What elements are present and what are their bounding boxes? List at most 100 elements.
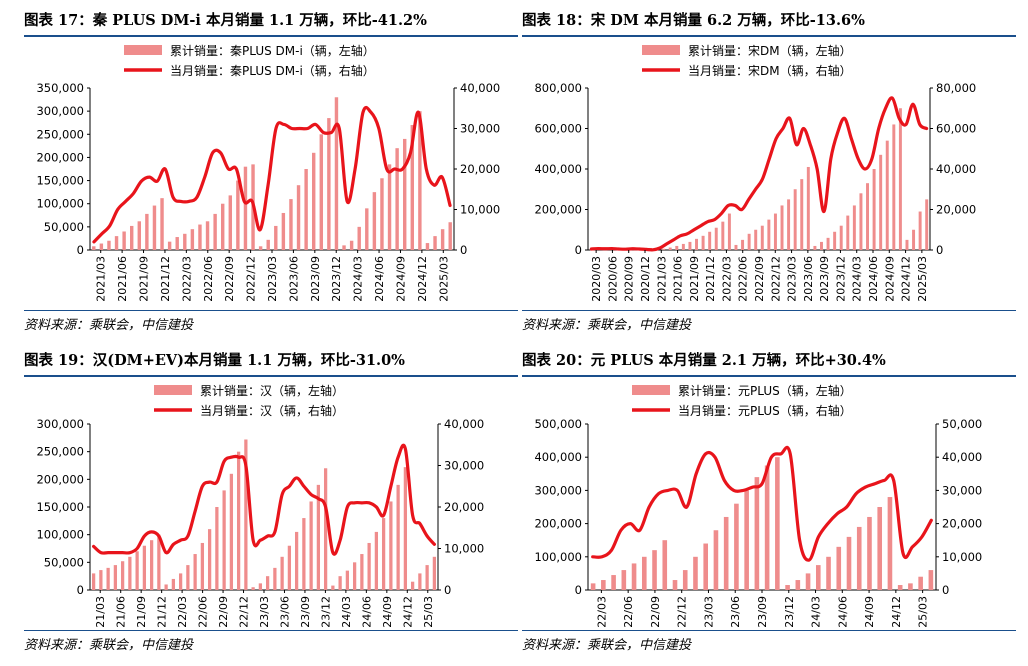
bar xyxy=(826,556,831,590)
bar xyxy=(713,530,719,590)
legend-bar-label: 累计销量：汉（辆，左轴） xyxy=(200,383,344,398)
bar xyxy=(135,551,139,590)
left-tick-label: 50,000 xyxy=(44,220,84,234)
bar xyxy=(258,246,263,250)
bar xyxy=(425,565,429,590)
legend-bar-label: 累计销量：宋DM（辆，左轴） xyxy=(688,43,852,58)
bar xyxy=(349,240,354,250)
bar xyxy=(273,567,277,590)
bar xyxy=(641,556,647,590)
bar xyxy=(323,468,328,590)
bar xyxy=(433,236,437,250)
series-line xyxy=(589,96,929,252)
x-tick-label: 2024/03 xyxy=(340,596,353,628)
bar xyxy=(780,205,784,250)
bar xyxy=(773,213,777,250)
bar xyxy=(867,516,872,590)
x-tick-label: 2023/03 xyxy=(258,596,271,628)
x-tick-label: 2022/09 xyxy=(649,596,662,628)
x-tick-label: 2023/09 xyxy=(756,596,769,628)
x-tick-label: 2022/06 xyxy=(197,596,210,628)
bar xyxy=(892,124,896,250)
bar xyxy=(213,213,217,250)
right-tick-label: 0 xyxy=(936,243,943,257)
x-tick-label: 2023/12 xyxy=(783,596,796,628)
legend-line-label: 当月销量：元PLUS（辆，右轴） xyxy=(678,403,852,418)
bar xyxy=(327,118,331,250)
x-tick-label: 2024/09 xyxy=(381,596,394,628)
bar xyxy=(266,239,270,250)
bar xyxy=(304,169,308,250)
source-rule xyxy=(522,630,1016,631)
x-tick-label: 2022/12 xyxy=(245,256,258,302)
x-tick-label: 2022/06 xyxy=(737,256,750,302)
bar xyxy=(897,585,903,590)
left-tick-label: 0 xyxy=(77,583,84,597)
bar xyxy=(856,526,862,590)
bar xyxy=(137,221,141,250)
left-tick-label: 300,000 xyxy=(36,104,84,118)
right-tick-label: 60,000 xyxy=(936,122,976,136)
bar xyxy=(338,576,342,590)
bar xyxy=(727,213,731,250)
x-tick-label: 2021/09 xyxy=(138,256,151,302)
x-tick-label: 2022/06 xyxy=(202,256,215,302)
bar xyxy=(381,518,386,590)
bar xyxy=(918,211,922,250)
bar xyxy=(296,185,301,250)
x-tick-label: 2025/03 xyxy=(437,256,450,302)
source-note: 资料来源：乘联会，中信建投 xyxy=(24,318,194,333)
bar xyxy=(701,235,705,250)
bar xyxy=(820,241,823,250)
right-tick-label: 50,000 xyxy=(942,417,982,431)
bar xyxy=(251,587,255,590)
x-tick-label: 2023/12 xyxy=(834,256,847,302)
bar xyxy=(171,578,176,590)
x-tick-label: 2022/12 xyxy=(769,256,782,302)
bar xyxy=(289,199,293,250)
x-tick-label: 2022/06 xyxy=(622,596,635,628)
bar xyxy=(229,473,234,590)
bar xyxy=(859,193,863,250)
left-tick-label: 250,000 xyxy=(36,445,84,459)
left-tick-label: 150,000 xyxy=(36,174,84,188)
bar xyxy=(120,561,125,590)
bar xyxy=(396,484,400,590)
left-tick-label: 200,000 xyxy=(534,203,582,217)
bar xyxy=(312,152,316,250)
bar xyxy=(228,195,232,250)
series-line xyxy=(92,443,436,556)
bar xyxy=(601,580,606,590)
bar xyxy=(754,477,760,590)
bar xyxy=(682,570,688,590)
right-tick-label: 20,000 xyxy=(942,517,982,531)
bar xyxy=(365,208,369,250)
x-tick-label: 2023/06 xyxy=(278,596,291,628)
bar xyxy=(747,233,751,250)
left-tick-label: 800,000 xyxy=(534,81,582,95)
bar xyxy=(721,221,725,250)
bar xyxy=(91,573,96,590)
bar xyxy=(374,531,379,590)
bar xyxy=(319,134,323,250)
x-tick-label: 2022/03 xyxy=(176,596,189,628)
right-tick-label: 40,000 xyxy=(942,450,982,464)
title-rule xyxy=(522,35,1016,37)
legend-line-label: 当月销量：汉（辆，右轴） xyxy=(200,403,344,418)
bar xyxy=(113,565,118,590)
x-tick-label: 2024/06 xyxy=(360,596,373,628)
bar xyxy=(681,243,685,250)
series-line xyxy=(591,445,933,562)
bar xyxy=(775,457,780,590)
x-tick-label: 2021/12 xyxy=(704,256,717,302)
x-tick-label: 2022/12 xyxy=(238,596,251,628)
left-tick-label: 0 xyxy=(575,583,582,597)
x-tick-label: 2021/03 xyxy=(94,596,107,628)
bar xyxy=(403,467,408,590)
right-tick-label: 10,000 xyxy=(460,203,500,217)
x-tick-label: 2020/12 xyxy=(639,256,652,302)
bar xyxy=(793,189,797,250)
bar xyxy=(274,225,278,250)
bar xyxy=(839,225,843,250)
bar xyxy=(265,576,270,590)
